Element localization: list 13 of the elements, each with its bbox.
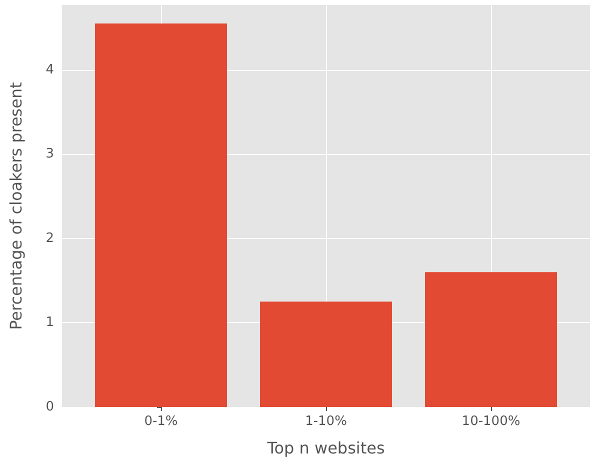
x-tick-label: 0-1% bbox=[144, 414, 178, 429]
bar bbox=[260, 302, 392, 407]
y-axis-title: Percentage of cloakers present bbox=[6, 82, 26, 330]
x-tick-label: 1-10% bbox=[305, 414, 347, 429]
y-tick-label: 1 bbox=[46, 315, 54, 330]
y-tick-label: 4 bbox=[46, 62, 54, 78]
bar bbox=[425, 272, 557, 407]
x-tick-label: 10-100% bbox=[462, 414, 520, 429]
y-tick-label: 2 bbox=[46, 230, 54, 246]
x-axis-title: Top n websites bbox=[266, 438, 385, 458]
y-tick-label: 0 bbox=[46, 400, 54, 414]
bar bbox=[95, 24, 227, 407]
y-tick-label: 3 bbox=[46, 146, 54, 162]
